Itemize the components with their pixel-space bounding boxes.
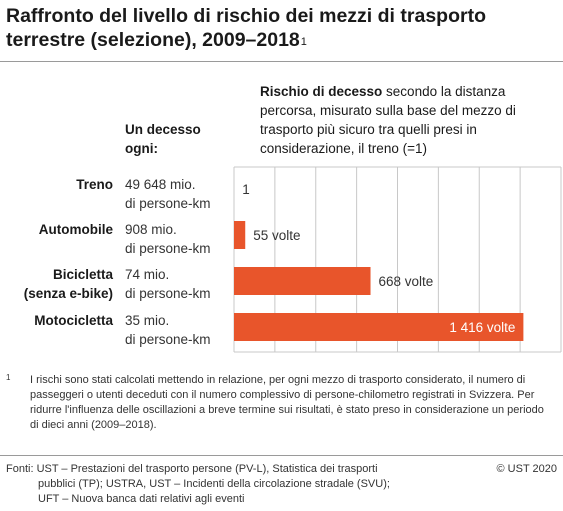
top-divider	[0, 61, 563, 62]
footnote-mark: 1	[6, 373, 11, 382]
right-header-bold: Rischio di decesso	[260, 84, 383, 99]
right-column-header: Rischio di decesso secondo la distanza p…	[260, 82, 560, 158]
row-label-bicicletta: Bicicletta (senza e-bike)	[23, 267, 113, 301]
bottom-divider	[0, 455, 563, 456]
bar-4	[234, 313, 524, 341]
left-column-header: Un decesso ogni:	[125, 122, 201, 156]
footnote: I rischi sono stati calcolati mettendo i…	[30, 374, 544, 431]
chart-title: Raffronto del livello di rischio dei mez…	[6, 5, 486, 51]
copyright: © UST 2020	[496, 463, 558, 475]
row-value-motocicletta: 35 mio. di persone-km	[125, 313, 211, 347]
right-header-text: secondo la distanza percorsa, misurato s…	[260, 84, 516, 156]
bar-label-2: 55 volte	[253, 228, 300, 243]
sources: Fonti: UST – Prestazioni del trasporto p…	[6, 463, 390, 505]
row-value-treno: 49 648 mio. di persone-km	[125, 177, 211, 211]
row-value-bicicletta: 74 mio. di persone-km	[125, 267, 211, 301]
bar-2	[234, 221, 246, 249]
bar-label-3: 668 volte	[379, 274, 434, 289]
row-value-automobile: 908 mio. di persone-km	[125, 222, 211, 256]
bar-3	[234, 267, 371, 295]
row-label-treno: Treno	[76, 177, 113, 192]
title-footnote-mark: 1	[300, 36, 307, 48]
row-label-motocicletta: Motocicletta	[34, 313, 113, 328]
bar-label-1: 1	[242, 182, 250, 197]
row-label-automobile: Automobile	[38, 222, 113, 237]
bar-label-4: 1 416 volte	[449, 320, 515, 335]
